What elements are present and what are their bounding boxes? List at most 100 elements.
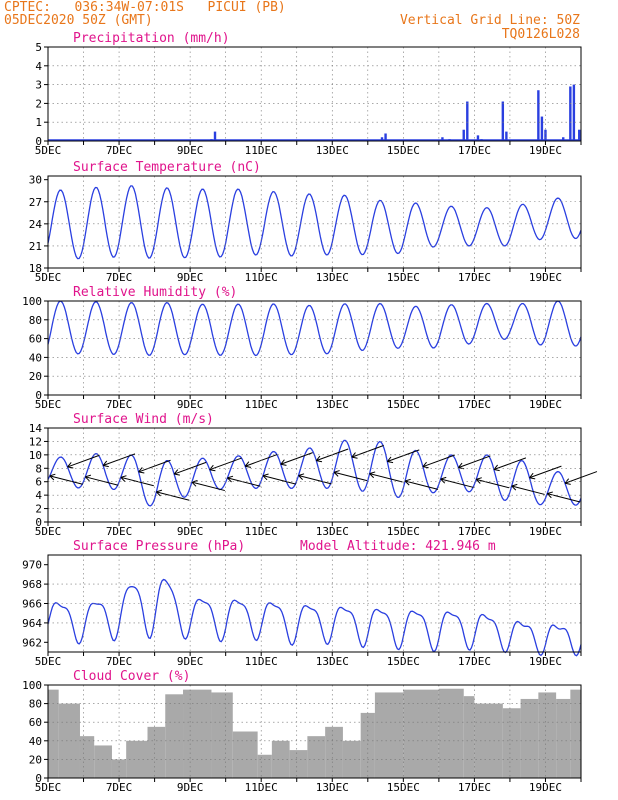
cloud-segment: [463, 696, 475, 778]
wind-arrow: [120, 476, 154, 487]
wind-arrowhead: [529, 472, 536, 480]
x-tick-label: 11DEC: [245, 398, 278, 411]
wind-arrowhead: [120, 475, 127, 482]
panel-title: Surface Pressure (hPa): [73, 539, 245, 554]
cloud-segment: [307, 736, 326, 778]
precip-bar: [380, 137, 384, 141]
x-tick-label: 11DEC: [245, 655, 278, 668]
panel-precip: 0 1 2 3 4 5 5DEC 7DEC 9DEC 11DEC 13DEC 15DEC 17DEC 19…: [35, 31, 582, 157]
panel-frame: [47, 684, 582, 779]
x-tick-label: 15DEC: [387, 398, 420, 411]
y-tick-label: 4: [35, 489, 42, 502]
precip-bar: [441, 137, 444, 141]
x-tick-label: 11DEC: [245, 525, 278, 538]
x-tick-label: 9DEC: [177, 655, 204, 668]
precip-bar: [562, 137, 565, 141]
x-tick-label: 13DEC: [316, 271, 349, 284]
cloud-segment: [211, 692, 233, 778]
wind-arrowhead: [564, 478, 571, 485]
precip-bar: [213, 131, 217, 141]
x-tick-label: 19DEC: [529, 525, 562, 538]
x-tick-label: 5DEC: [35, 655, 62, 668]
x-tick-label: 17DEC: [458, 398, 491, 411]
wind-arrow: [440, 478, 474, 488]
cloud-segment: [48, 689, 59, 778]
wind-arrowhead: [511, 483, 518, 491]
x-tick-label: 9DEC: [177, 271, 204, 284]
x-tick-label: 11DEC: [245, 271, 278, 284]
cloud-segment: [325, 726, 343, 778]
x-tick-label: 5DEC: [35, 781, 62, 794]
y-tick-label: 962: [22, 636, 42, 649]
y-tick-label: 3: [35, 79, 42, 92]
x-tick-label: 9DEC: [177, 144, 204, 157]
model-altitude: Model Altitude: 421.946 m: [300, 539, 496, 554]
y-tick-label: 964: [22, 617, 42, 630]
x-tick-label: 7DEC: [106, 655, 133, 668]
panel-frame: [47, 300, 582, 396]
y-tick-label: 1: [35, 116, 42, 129]
x-tick-label: 19DEC: [529, 398, 562, 411]
wind-arrowhead: [386, 456, 394, 464]
x-tick-label: 17DEC: [458, 781, 491, 794]
x-tick-label: 5DEC: [35, 525, 62, 538]
y-tick-label: 0: [35, 389, 42, 402]
wind-arrowhead: [493, 464, 500, 472]
wind-arrow: [49, 475, 83, 485]
wind-arrowhead: [422, 461, 429, 469]
grid-note: Vertical Grid Line: 50Z: [399, 13, 580, 28]
cloud-segment: [183, 689, 212, 778]
y-tick-label: 970: [22, 559, 42, 572]
wind-arrow: [369, 473, 403, 483]
x-tick-label: 17DEC: [458, 655, 491, 668]
cloud-segment: [502, 708, 521, 778]
x-tick-label: 13DEC: [316, 525, 349, 538]
precip-bar: [578, 129, 581, 141]
y-tick-label: 24: [29, 218, 43, 231]
panel-press: 962 964 966 968 970 5DEC 7DEC 9DEC 11DEC 13DEC 15D…: [22, 539, 582, 668]
wind-arrowhead: [298, 473, 305, 480]
panel-title: Surface Wind (m/s): [73, 412, 214, 427]
y-tick-label: 2: [35, 503, 42, 516]
x-tick-label: 15DEC: [387, 144, 420, 157]
wind-arrow: [511, 485, 545, 495]
y-tick-label: 6: [35, 476, 42, 489]
cloud-segment: [342, 740, 361, 778]
x-tick-label: 19DEC: [529, 655, 562, 668]
station-header: CPTEC: 036:34W-07:01S PICUI (PB): [4, 0, 286, 15]
wind-arrow: [156, 491, 190, 501]
panel-rh: 0 20 40 60 80 100 5DEC 7DEC 9DEC 11DEC 13DEC 15DEC 1…: [22, 285, 582, 411]
x-tick-label: 7DEC: [106, 781, 133, 794]
y-tick-label: 27: [29, 196, 42, 209]
x-tick-label: 7DEC: [106, 398, 133, 411]
x-tick-label: 19DEC: [529, 144, 562, 157]
y-tick-label: 0: [35, 772, 42, 785]
precip-bar: [476, 135, 480, 141]
cloud-segment: [147, 726, 166, 778]
y-tick-label: 0: [35, 516, 42, 529]
x-tick-label: 17DEC: [458, 525, 491, 538]
panel-title: Relative Humidity (%): [73, 285, 237, 300]
wind-arrowhead: [440, 476, 447, 484]
cloud-segment: [438, 688, 464, 778]
x-tick-label: 5DEC: [35, 398, 62, 411]
cloud-segment: [126, 740, 148, 778]
y-tick-label: 30: [29, 174, 42, 187]
panel-frame: [47, 427, 582, 523]
wind-arrowhead: [227, 475, 234, 483]
y-tick-label: 10: [29, 449, 42, 462]
wind-arrow: [173, 461, 207, 475]
y-tick-label: 80: [29, 314, 42, 327]
wind-arrowhead: [138, 467, 145, 474]
wind-arrow: [67, 454, 100, 468]
panel-title: Precipitation (mm/h): [73, 31, 230, 46]
y-tick-label: 21: [29, 240, 42, 253]
y-tick-label: 100: [22, 295, 42, 308]
cloud-segment: [570, 689, 581, 778]
precip-bar: [384, 133, 387, 141]
cloud-segment: [374, 692, 404, 778]
x-tick-label: 13DEC: [316, 655, 349, 668]
y-tick-label: 80: [29, 698, 42, 711]
x-tick-label: 15DEC: [387, 271, 420, 284]
precip-bar: [572, 84, 576, 141]
